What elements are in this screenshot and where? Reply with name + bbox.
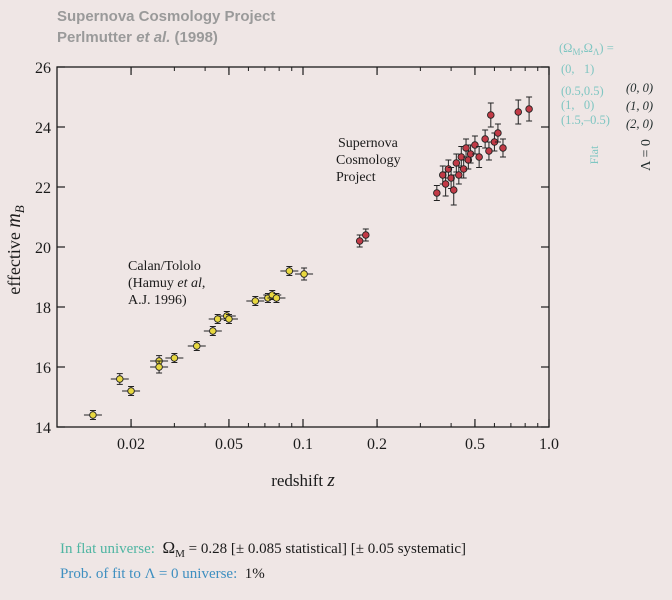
scp-data-point xyxy=(525,105,533,113)
y-axis-label-sub: B xyxy=(12,205,27,213)
legend-lambda-label: Λ = 0 xyxy=(639,139,654,171)
chart-subtitle: Perlmutter et al. (1998) xyxy=(57,29,218,46)
annotation-calan-line: (Hamuy et al, xyxy=(128,276,205,291)
omega-symbol: ΩM xyxy=(162,538,185,560)
scp-data-point xyxy=(494,129,502,137)
calan-data-point xyxy=(225,315,233,323)
scp-data-point xyxy=(481,135,489,143)
y-axis-label-text: effective xyxy=(4,232,24,295)
scp-data-point xyxy=(475,153,483,161)
legend-lambda-model: (0, 0) xyxy=(626,81,653,95)
annotation-calan: Calan/Tololo (Hamuy et al, A.J. 1996) xyxy=(128,259,205,308)
probability-label: Prob. of fit to Λ = 0 universe: xyxy=(60,566,238,582)
x-tick-label: 1.0 xyxy=(539,436,559,453)
y-tick-label: 18 xyxy=(35,300,51,317)
legend-flat-model: (0.5,0.5) xyxy=(561,84,604,98)
legend-header-open: (Ω xyxy=(559,41,572,55)
x-tick-label: 0.05 xyxy=(215,436,243,453)
omega-subscript: M xyxy=(175,548,185,560)
annotation-scp-line: Cosmology xyxy=(336,153,401,168)
axis-ticks: 14 16 18 20 22 24 26 0.02 0.05 0.1 0.2 0.5 1.0 xyxy=(35,60,559,453)
calan-data-point xyxy=(116,375,124,383)
scp-data-point xyxy=(514,108,523,116)
calan-data-point xyxy=(251,297,260,305)
y-tick-label: 24 xyxy=(35,120,51,137)
legend-flat-model: (1.5,–0.5) xyxy=(561,113,610,127)
x-tick-label: 0.5 xyxy=(465,436,485,453)
y-tick-label: 26 xyxy=(35,60,51,77)
annotation-calan-hamuy: (Hamuy xyxy=(128,276,177,291)
chart-title: Supernova Cosmology Project xyxy=(57,8,276,25)
x-axis-label-symbol: z xyxy=(326,470,335,491)
scp-data-point xyxy=(499,144,507,152)
calan-data-point xyxy=(127,387,135,395)
legend-header-sub2: Λ xyxy=(593,47,600,57)
flat-universe-result: In flat universe: ΩM = 0.28 [± 0.085 sta… xyxy=(60,538,466,560)
scp-data-point xyxy=(452,159,461,167)
scp-data-point xyxy=(441,180,450,188)
legend-lambda-model: (2, 0) xyxy=(626,117,653,131)
scp-data-point xyxy=(462,144,470,152)
legend: (ΩM,ΩΛ) = (0, 1) (0.5,0.5) (1, 0) (1.5,–… xyxy=(559,41,654,171)
calan-data-point xyxy=(285,267,294,275)
legend-header: (ΩM,ΩΛ) = xyxy=(559,41,614,57)
calan-data-point xyxy=(155,363,163,371)
annotation-calan-etal: et al xyxy=(177,276,202,291)
subtitle-authors: Perlmutter xyxy=(57,29,137,46)
y-tick-label: 20 xyxy=(35,240,51,257)
legend-lambda-model: (1, 0) xyxy=(626,99,653,113)
legend-header-sep: ,Ω xyxy=(580,41,592,55)
probability-value: 1% xyxy=(244,566,265,582)
scp-data-point xyxy=(439,171,447,179)
data-points xyxy=(83,96,533,420)
annotation-calan-line: A.J. 1996) xyxy=(128,293,187,308)
subtitle-year: (1998) xyxy=(170,29,218,46)
scp-data-point xyxy=(471,141,479,149)
x-tick-label: 0.02 xyxy=(117,436,145,453)
legend-header-end: ) = xyxy=(599,41,613,55)
scp-data-point xyxy=(485,147,493,155)
calan-data-point xyxy=(170,354,179,362)
x-tick-label: 0.1 xyxy=(293,436,313,453)
lambda-zero-probability: Prob. of fit to Λ = 0 universe: 1% xyxy=(60,566,265,583)
calan-data-point xyxy=(272,294,281,302)
legend-flat-model: (1, 0) xyxy=(561,98,594,112)
plot-frame xyxy=(56,66,550,428)
annotation-scp: Supernova Cosmology Project xyxy=(336,136,401,185)
y-axis-label-symbol: m xyxy=(3,213,25,227)
annotation-calan-line: Calan/Tololo xyxy=(128,259,201,274)
annotation-scp-line: Supernova xyxy=(338,136,399,151)
scp-data-point xyxy=(449,186,458,194)
legend-flat-model: (0, 1) xyxy=(561,62,594,76)
calan-data-point xyxy=(300,270,308,278)
y-axis-label: effective mB xyxy=(3,205,27,295)
annotation-scp-line: Project xyxy=(336,170,376,185)
x-axis-label-text: redshift xyxy=(271,471,323,490)
x-tick-label: 0.2 xyxy=(367,436,387,453)
y-tick-label: 16 xyxy=(35,360,51,377)
calan-data-point xyxy=(89,411,97,419)
scp-data-point xyxy=(455,171,463,179)
y-tick-label: 22 xyxy=(35,180,51,197)
calan-data-point xyxy=(209,327,217,335)
flat-universe-label: In flat universe: xyxy=(60,541,155,557)
subtitle-et-al: et al. xyxy=(136,29,171,46)
x-axis-label: redshift z xyxy=(271,470,335,491)
legend-flat-label: Flat xyxy=(587,145,601,164)
calan-data-point xyxy=(193,342,201,350)
scp-data-point xyxy=(362,231,370,239)
scp-data-point xyxy=(355,237,364,245)
flat-universe-value: = 0.28 [± 0.085 statistical] [± 0.05 sys… xyxy=(188,541,467,557)
scp-data-point xyxy=(487,111,495,119)
omega-letter: Ω xyxy=(162,538,176,557)
y-tick-label: 14 xyxy=(35,420,51,437)
annotation-calan-comma: , xyxy=(202,276,206,291)
legend-header-sub1: M xyxy=(572,47,580,57)
scp-data-point xyxy=(433,189,441,197)
